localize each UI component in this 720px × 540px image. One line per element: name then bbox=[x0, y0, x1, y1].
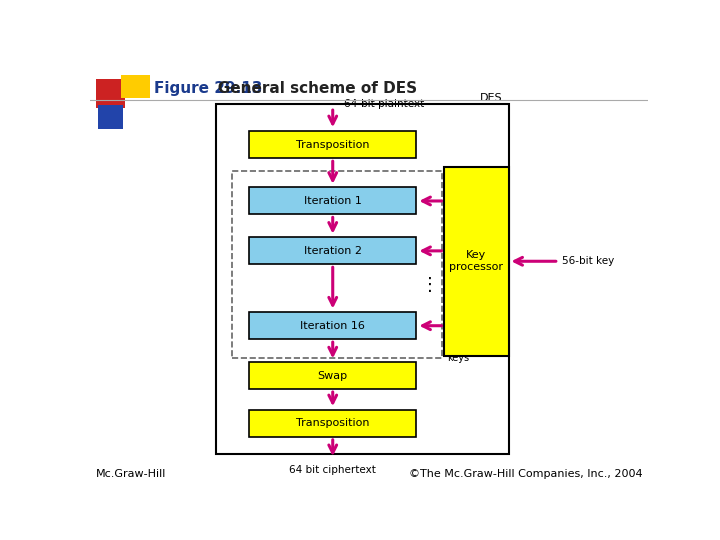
Text: Transposition: Transposition bbox=[296, 140, 369, 150]
FancyBboxPatch shape bbox=[249, 238, 416, 265]
Text: General scheme of DES: General scheme of DES bbox=[202, 82, 417, 97]
Text: Mc.Graw-Hill: Mc.Graw-Hill bbox=[96, 469, 166, 478]
Text: ©The Mc.Graw-Hill Companies, Inc., 2004: ©The Mc.Graw-Hill Companies, Inc., 2004 bbox=[409, 469, 642, 478]
FancyBboxPatch shape bbox=[249, 131, 416, 158]
FancyBboxPatch shape bbox=[249, 362, 416, 389]
FancyBboxPatch shape bbox=[444, 167, 508, 356]
FancyBboxPatch shape bbox=[249, 312, 416, 339]
FancyBboxPatch shape bbox=[249, 187, 416, 214]
Text: DES: DES bbox=[480, 93, 503, 103]
Text: Figure 29.13: Figure 29.13 bbox=[154, 82, 263, 97]
Text: 48-bit
keys: 48-bit keys bbox=[447, 341, 476, 363]
FancyBboxPatch shape bbox=[96, 78, 125, 109]
FancyBboxPatch shape bbox=[121, 75, 150, 98]
Text: ⋮: ⋮ bbox=[324, 276, 342, 294]
Text: Iteration 2: Iteration 2 bbox=[304, 246, 361, 256]
Text: Transposition: Transposition bbox=[296, 418, 369, 428]
Text: Swap: Swap bbox=[318, 370, 348, 381]
Text: Iteration 16: Iteration 16 bbox=[300, 321, 365, 330]
Text: 64 bit ciphertext: 64 bit ciphertext bbox=[289, 465, 376, 475]
Text: 56-bit key: 56-bit key bbox=[562, 256, 613, 266]
Text: 64-bit plaintext: 64-bit plaintext bbox=[344, 99, 424, 109]
FancyBboxPatch shape bbox=[215, 104, 508, 454]
FancyBboxPatch shape bbox=[99, 105, 124, 129]
FancyBboxPatch shape bbox=[249, 410, 416, 437]
Text: Key
processor: Key processor bbox=[449, 251, 503, 272]
Text: Iteration 1: Iteration 1 bbox=[304, 196, 361, 206]
Text: ⋮: ⋮ bbox=[421, 276, 439, 294]
